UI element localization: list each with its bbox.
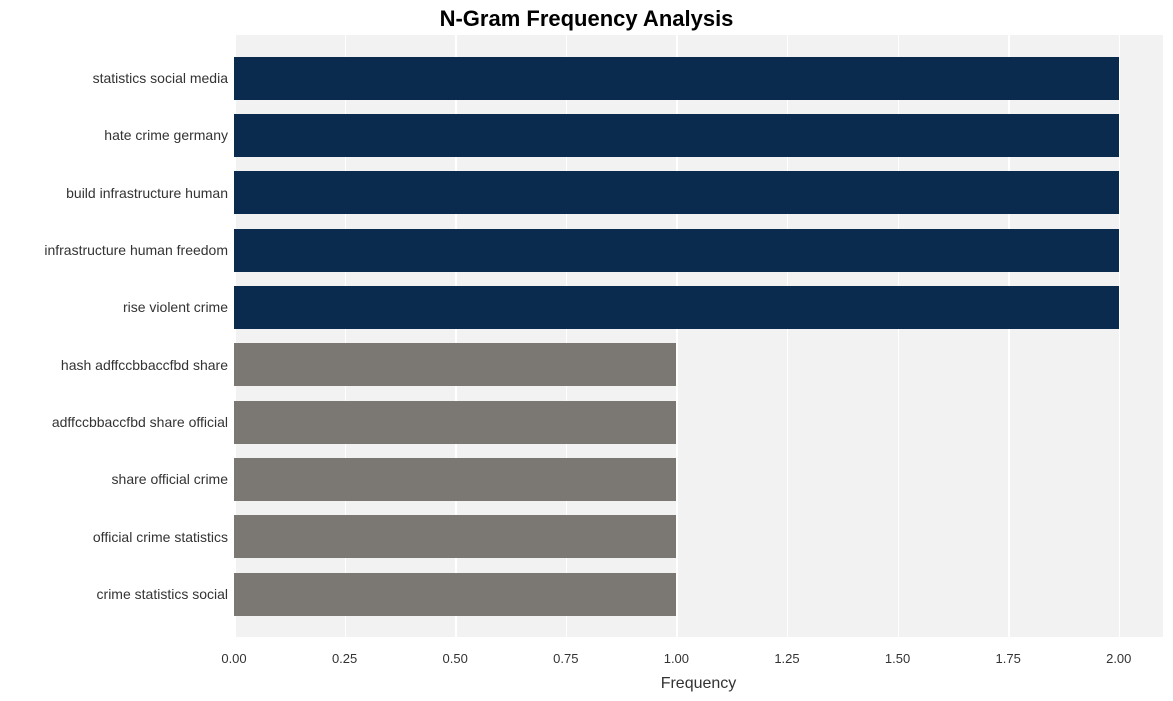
- bar: [234, 573, 676, 616]
- bar: [234, 458, 676, 501]
- x-tick-label: 0.25: [332, 651, 357, 666]
- bar: [234, 515, 676, 558]
- x-tick-label: 0.75: [553, 651, 578, 666]
- bar: [234, 229, 1119, 272]
- x-tick-label: 1.50: [885, 651, 910, 666]
- bar: [234, 171, 1119, 214]
- gridline: [1119, 35, 1121, 637]
- y-tick-label: statistics social media: [93, 70, 228, 86]
- y-tick-label: hate crime germany: [104, 127, 228, 143]
- y-tick-label: crime statistics social: [97, 586, 228, 602]
- x-axis-label: Frequency: [234, 675, 1163, 693]
- y-tick-label: adffccbbaccfbd share official: [52, 414, 228, 430]
- bar: [234, 57, 1119, 100]
- bar: [234, 286, 1119, 329]
- plot-area: [234, 35, 1163, 637]
- y-tick-label: infrastructure human freedom: [44, 242, 228, 258]
- x-tick-label: 0.50: [443, 651, 468, 666]
- x-tick-label: 0.00: [221, 651, 246, 666]
- bar: [234, 114, 1119, 157]
- x-tick-label: 1.25: [774, 651, 799, 666]
- x-tick-label: 2.00: [1106, 651, 1131, 666]
- ngram-frequency-chart: N-Gram Frequency Analysis Frequency stat…: [0, 0, 1173, 701]
- bar: [234, 343, 676, 386]
- y-tick-label: official crime statistics: [93, 529, 228, 545]
- chart-title: N-Gram Frequency Analysis: [0, 6, 1173, 32]
- y-tick-label: build infrastructure human: [66, 185, 228, 201]
- y-tick-label: rise violent crime: [123, 299, 228, 315]
- x-tick-label: 1.75: [996, 651, 1021, 666]
- x-tick-label: 1.00: [664, 651, 689, 666]
- y-tick-label: share official crime: [112, 471, 228, 487]
- bar: [234, 401, 676, 444]
- y-tick-label: hash adffccbbaccfbd share: [61, 357, 228, 373]
